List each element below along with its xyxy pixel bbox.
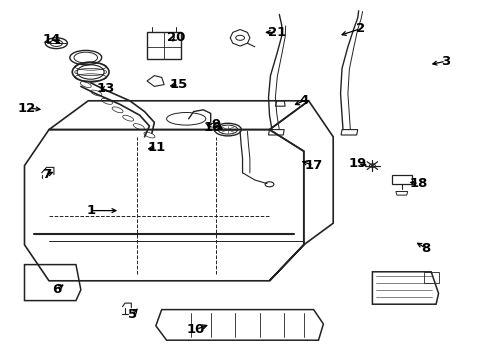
Text: 20: 20: [167, 31, 186, 44]
Text: 18: 18: [410, 177, 428, 190]
Text: 17: 17: [304, 159, 323, 172]
Text: 13: 13: [96, 82, 115, 95]
Text: 2: 2: [356, 22, 365, 35]
Text: 16: 16: [204, 121, 222, 134]
Text: 8: 8: [422, 242, 431, 255]
Text: 19: 19: [348, 157, 367, 170]
Text: 21: 21: [268, 26, 286, 39]
Text: 5: 5: [128, 309, 137, 321]
Text: 11: 11: [147, 141, 166, 154]
Text: 6: 6: [52, 283, 61, 296]
Text: 9: 9: [211, 118, 220, 131]
Text: 15: 15: [170, 78, 188, 91]
Text: 10: 10: [187, 323, 205, 336]
Text: 1: 1: [86, 204, 95, 217]
Text: 7: 7: [42, 168, 51, 181]
Text: 14: 14: [42, 33, 61, 46]
Text: 12: 12: [18, 102, 36, 114]
Text: 3: 3: [441, 55, 450, 68]
Text: 4: 4: [299, 94, 308, 107]
